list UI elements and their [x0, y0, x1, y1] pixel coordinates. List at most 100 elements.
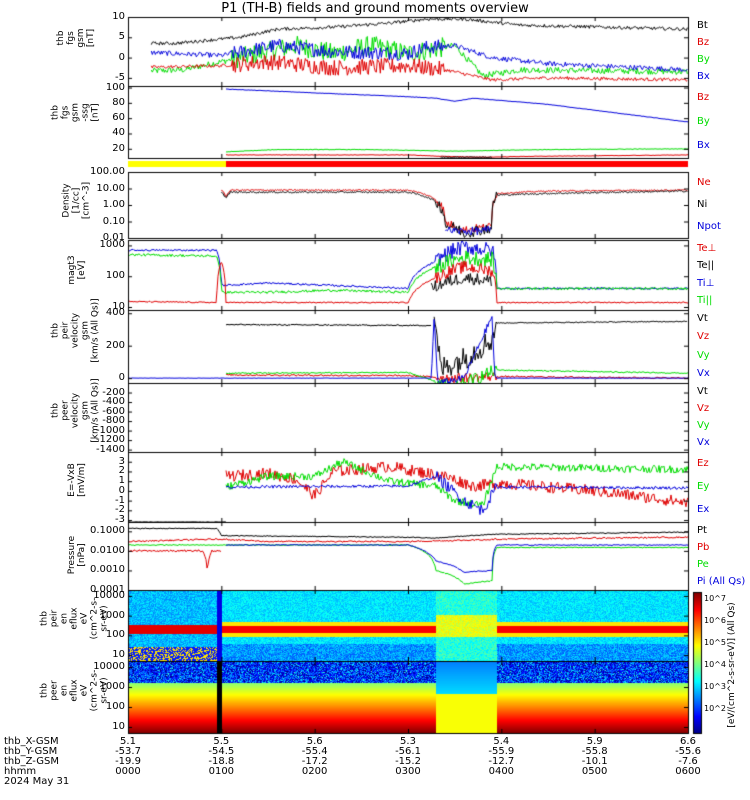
- ytick-label: 1000: [99, 239, 125, 251]
- colorbar-tick: 10^6: [704, 616, 726, 625]
- ylabel-line: thb: [39, 682, 50, 698]
- legend-by: By: [697, 116, 710, 127]
- ytick-label: -1200: [95, 434, 125, 446]
- footer-row-label: thb_Z-GSM: [4, 756, 59, 767]
- footer-value: 5.3: [400, 736, 416, 747]
- footer-value: -17.2: [301, 756, 328, 767]
- ytick-label: 0.1000: [90, 525, 125, 537]
- ytick-label: 10: [112, 301, 125, 312]
- plot-title: P1 (TH-B) fields and ground moments over…: [221, 1, 529, 16]
- legend-pb: Pb: [697, 541, 710, 553]
- ylabel-line: peir: [60, 321, 71, 339]
- ylabel-line: gsm: [76, 28, 86, 48]
- footer-value: -55.6: [675, 746, 701, 757]
- footer-value: 5.6: [306, 736, 323, 747]
- ytick-label: 10: [112, 11, 125, 22]
- ylabel-line: fgs: [60, 105, 71, 119]
- colorbar-tick: 10^5: [704, 638, 726, 647]
- legend-ti: Ti⊥: [697, 277, 715, 289]
- ytick-label: -200: [102, 386, 125, 398]
- ylabel-line: [km/s (All Qs)]: [90, 297, 101, 363]
- footer-value: 0200: [301, 766, 328, 777]
- legend-bz: Bz: [697, 36, 710, 48]
- ytick-label: 100: [105, 270, 125, 282]
- colorbar-tick: 10^4: [704, 660, 726, 669]
- ylabel-line: en: [59, 612, 70, 624]
- footer-value: -12.7: [488, 756, 515, 767]
- ytick-label: 0: [118, 51, 125, 63]
- footer-value: 5.4: [493, 736, 510, 747]
- legend-vt: Vt: [697, 385, 708, 397]
- legend-bx: Bx: [697, 71, 710, 83]
- ytick-label: 40: [112, 127, 125, 139]
- ylabel-line: [1/cc]: [71, 187, 82, 213]
- ylabel-line: thb: [50, 322, 61, 338]
- footer-row-label: thb_Y-GSM: [4, 746, 58, 757]
- footer-value: -15.2: [395, 756, 421, 767]
- ylabel-line: eV: [79, 612, 90, 624]
- ytick-label: -800: [102, 415, 125, 427]
- ytick-label: -600: [102, 405, 125, 417]
- legend-npot: Npot: [697, 221, 721, 232]
- legend-te: Te||: [697, 260, 715, 272]
- ytick-label: 100.00: [90, 166, 125, 177]
- legend-vx: Vx: [697, 437, 710, 449]
- footer-value: -7.6: [678, 756, 698, 767]
- ytick-label: 10: [112, 720, 125, 732]
- legend-vz: Vz: [697, 402, 710, 414]
- ytick-label: 0.10: [102, 215, 125, 227]
- ylabel-line: [nPa]: [77, 543, 87, 567]
- legend-vz: Vz: [697, 331, 710, 343]
- ytick-label: -3: [115, 514, 125, 526]
- legend-te: Te⊥: [697, 242, 717, 254]
- ylabel-line: [cm^-3]: [81, 181, 92, 219]
- footer-value: -10.1: [581, 756, 608, 767]
- legend-bz: Bz: [697, 92, 710, 103]
- legend-piallqs: Pi (All Qs): [697, 575, 746, 587]
- ylabel-line: (cm^2-s-: [89, 669, 100, 711]
- legend-pt: Pt: [697, 524, 707, 536]
- ytick-label: -1000: [95, 424, 125, 436]
- ytick-label: -1400: [95, 443, 125, 455]
- ytick-label: 5: [118, 31, 125, 43]
- ytick-label: -400: [102, 396, 125, 408]
- ylabel-line: [nT]: [90, 102, 101, 122]
- ylabel-line: Pressure: [67, 535, 77, 575]
- ytick-label: -2: [115, 504, 125, 516]
- ylabel-line: peer: [49, 679, 60, 701]
- legend-vy: Vy: [697, 420, 710, 432]
- footer-value: 5.5: [213, 736, 230, 747]
- ytick-label: 0.01: [102, 232, 125, 243]
- ylabel-line: thb: [39, 610, 50, 626]
- ytick-label: 1: [118, 475, 125, 487]
- legend-ez: Ez: [697, 457, 709, 469]
- ytick-label: 1000: [99, 681, 125, 692]
- ylabel-line: magt3: [67, 255, 77, 285]
- ytick-label: 0.0100: [90, 544, 125, 556]
- ylabel-line: fgs: [66, 31, 76, 45]
- ylabel-line: Density: [61, 182, 72, 218]
- ytick-label: 20: [112, 142, 125, 154]
- ylabel-line: thb: [50, 402, 61, 418]
- footer-value: 0400: [488, 766, 515, 777]
- footer-value: -54.5: [208, 746, 235, 757]
- legend-vt: Vt: [697, 313, 708, 325]
- footer-value: -55.4: [301, 746, 328, 757]
- ytick-label: 200: [105, 339, 125, 351]
- legend-ey: Ey: [697, 481, 710, 492]
- footer-value: 5.9: [586, 736, 603, 747]
- ylabel-line: gsm: [80, 400, 91, 420]
- ytick-label: 0: [118, 484, 125, 496]
- ytick-label: 1000: [99, 609, 125, 621]
- legend-bt: Bt: [697, 19, 708, 31]
- ylabel-line: velocity: [70, 392, 81, 428]
- ylabel-line: en: [59, 684, 70, 696]
- ylabel-line: [nT]: [86, 28, 96, 48]
- footer-value: -55.8: [581, 746, 608, 757]
- ylabel-line: gsm: [80, 320, 91, 340]
- footer-value: -53.7: [115, 746, 141, 757]
- footer-value: 0500: [581, 766, 608, 777]
- footer-row-label: hhmm: [4, 766, 37, 777]
- footer-value: 5.1: [120, 736, 136, 747]
- footer-value: -19.9: [115, 756, 141, 767]
